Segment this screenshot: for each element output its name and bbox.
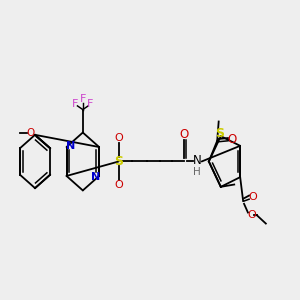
Text: F: F <box>87 99 94 109</box>
Text: N: N <box>91 172 100 182</box>
Text: S: S <box>215 127 224 140</box>
Text: O: O <box>180 128 189 141</box>
Text: O: O <box>114 133 123 142</box>
Text: N: N <box>193 154 201 166</box>
Text: O: O <box>248 192 257 203</box>
Text: F: F <box>72 99 79 109</box>
Text: O: O <box>114 180 123 190</box>
Text: N: N <box>66 141 75 151</box>
Text: O: O <box>227 134 236 146</box>
Text: O: O <box>247 210 256 220</box>
Text: S: S <box>114 155 123 168</box>
Text: H: H <box>193 167 201 177</box>
Text: O: O <box>26 128 34 138</box>
Text: F: F <box>80 94 86 104</box>
